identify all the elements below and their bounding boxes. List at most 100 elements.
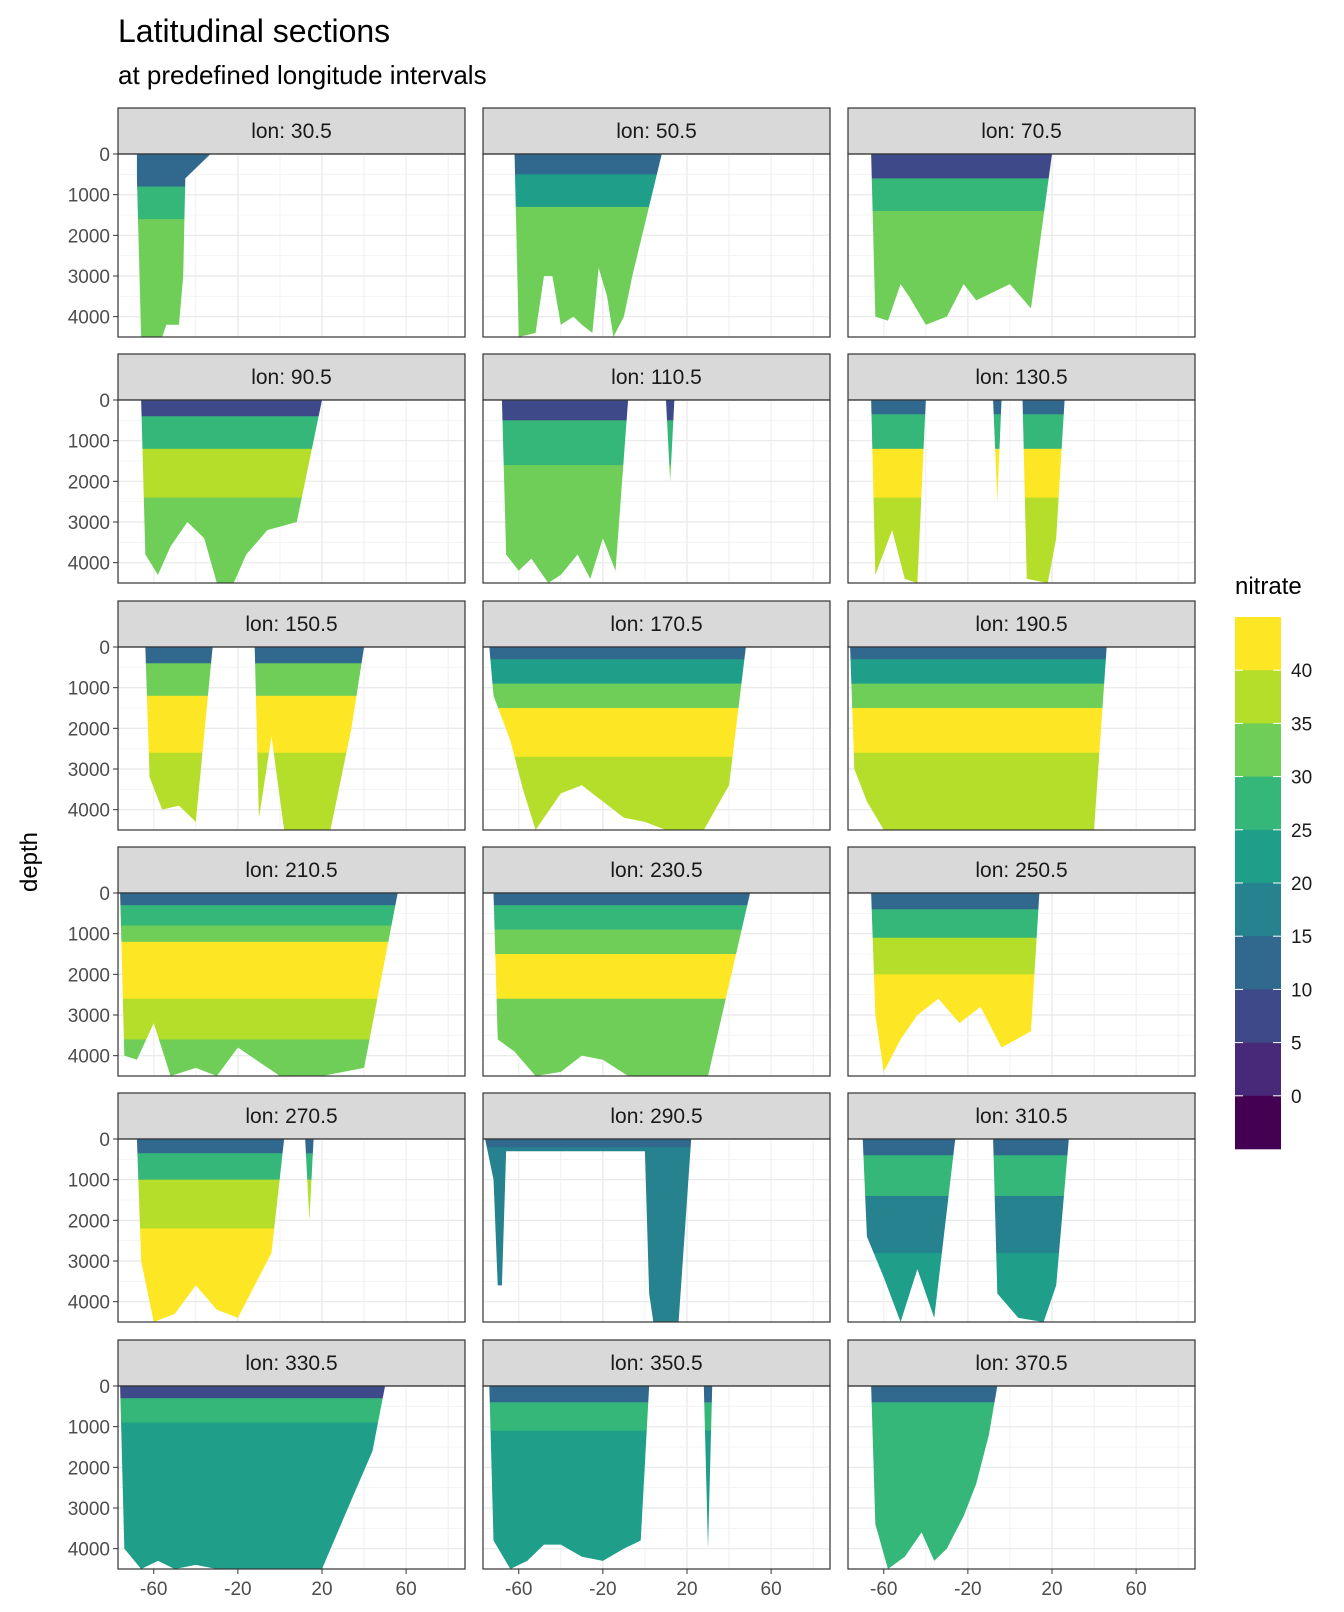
- x-tick-label: -60: [140, 1579, 167, 1600]
- section-data: [485, 1139, 721, 1322]
- panel-border: [482, 646, 831, 831]
- strip-label: lon: 90.5: [251, 366, 332, 389]
- y-tick-label: 2000: [68, 472, 110, 493]
- depth-layers: [136, 154, 211, 337]
- nitrate-layer: [871, 448, 1065, 499]
- y-tick-label: 0: [99, 145, 110, 166]
- section-data: [136, 1139, 314, 1322]
- facet-panel: lon: 350.5 -60 -20 20 60: [482, 1339, 831, 1600]
- x-tick-label: 60: [761, 1579, 782, 1600]
- strip-background: [117, 600, 466, 648]
- y-tick-label: 0: [99, 884, 110, 905]
- section-data: [514, 154, 662, 337]
- strip-background: [482, 1339, 831, 1387]
- nitrate-layer: [120, 1039, 398, 1076]
- nitrate-layer: [145, 752, 365, 830]
- nitrate-layer: [501, 400, 675, 421]
- legend-swatch: [1235, 723, 1281, 777]
- y-tick-label: 1000: [68, 1171, 110, 1192]
- y-tick-label: 2000: [68, 1458, 110, 1479]
- y-tick-label: 4000: [68, 801, 110, 822]
- y-tick-label: 4000: [68, 1540, 110, 1561]
- legend-swatch: [1235, 989, 1281, 1043]
- nitrate-layer: [120, 998, 398, 1040]
- facet-panel: lon: 110.5: [482, 353, 831, 584]
- strip-label: lon: 230.5: [610, 859, 702, 882]
- facet-panel: lon: 250.5: [847, 846, 1196, 1077]
- nitrate-layer: [850, 708, 1107, 754]
- chart-title: Latitudinal sections: [118, 13, 390, 49]
- depth-layers: [145, 647, 365, 830]
- y-tick-label: 2000: [68, 226, 110, 247]
- depth-layers: [501, 400, 675, 583]
- nitrate-layer: [489, 756, 746, 830]
- nitrate-layer: [136, 1139, 314, 1154]
- panel-border: [482, 1385, 831, 1570]
- section-data: [489, 647, 746, 830]
- facet-panel: lon: 210.5 0 1000 2000 3000 4000: [68, 846, 466, 1077]
- strip-background: [847, 107, 1196, 155]
- section-data: [120, 893, 398, 1076]
- nitrate-layer: [493, 905, 751, 931]
- facet-panel: lon: 270.5 0 1000 2000 3000 4000: [68, 1092, 466, 1323]
- y-tick-label: 3000: [68, 1252, 110, 1273]
- section-data: [145, 647, 365, 830]
- y-tick-label: 4000: [68, 308, 110, 329]
- strip-background: [117, 1339, 466, 1387]
- legend-label: 0: [1291, 1087, 1302, 1108]
- depth-layers: [871, 400, 1065, 583]
- y-tick-label: 1000: [68, 679, 110, 700]
- nitrate-layer: [489, 659, 746, 685]
- strip-label: lon: 130.5: [975, 366, 1067, 389]
- section-data: [850, 647, 1107, 830]
- facet-panel: lon: 290.5: [482, 1092, 831, 1323]
- nitrate-layer: [485, 1147, 721, 1322]
- nitrate-layer: [862, 1155, 1069, 1197]
- strip-label: lon: 70.5: [981, 120, 1062, 143]
- section-data: [871, 1386, 998, 1569]
- facet-panel: lon: 170.5: [482, 600, 831, 831]
- facet-panel: lon: 190.5: [847, 600, 1196, 831]
- nitrate-layer: [493, 893, 751, 906]
- section-data: [871, 893, 1040, 1072]
- nitrate-layer: [871, 937, 1040, 975]
- legend-label: 35: [1291, 714, 1312, 735]
- legend-label: 20: [1291, 874, 1312, 895]
- panel-border: [847, 1138, 1196, 1323]
- nitrate-layer: [871, 210, 1052, 253]
- grid-lines: [483, 154, 830, 337]
- y-tick-label: 2000: [68, 719, 110, 740]
- strip-label: lon: 350.5: [610, 1352, 702, 1375]
- y-tick-label: 1000: [68, 1418, 110, 1439]
- strip-background: [482, 846, 831, 894]
- panel-border: [117, 153, 466, 338]
- x-tick-label: -20: [954, 1579, 981, 1600]
- facet-panel: lon: 30.5 0 1000 2000 3000 4000: [68, 107, 466, 338]
- section-data: [136, 154, 211, 337]
- nitrate-layer: [145, 695, 365, 754]
- nitrate-layer: [489, 683, 746, 709]
- y-tick-label: 3000: [68, 513, 110, 534]
- strip-label: lon: 290.5: [610, 1105, 702, 1128]
- nitrate-layer: [136, 154, 211, 188]
- nitrate-layer: [136, 219, 211, 337]
- depth-layers: [493, 893, 751, 1076]
- legend-swatch: [1235, 1042, 1281, 1097]
- nitrate-layer: [141, 416, 322, 450]
- depth-layers: [120, 1386, 386, 1569]
- nitrate-layer: [514, 206, 662, 337]
- nitrate-layer: [145, 663, 365, 697]
- nitrate-layer: [136, 1179, 314, 1229]
- nitrate-layer: [120, 1386, 386, 1399]
- section-data: [141, 400, 322, 583]
- facet-panel: lon: 370.5 -60 -20 20 60: [847, 1339, 1196, 1600]
- strip-label: lon: 110.5: [611, 366, 702, 389]
- nitrate-layer: [120, 925, 398, 943]
- legend-swatch: [1235, 776, 1281, 831]
- strip-label: lon: 250.5: [975, 859, 1067, 882]
- legend-swatch: [1235, 670, 1281, 724]
- x-tick-label: 20: [311, 1579, 332, 1600]
- panel-border: [482, 892, 831, 1077]
- strip-background: [847, 600, 1196, 648]
